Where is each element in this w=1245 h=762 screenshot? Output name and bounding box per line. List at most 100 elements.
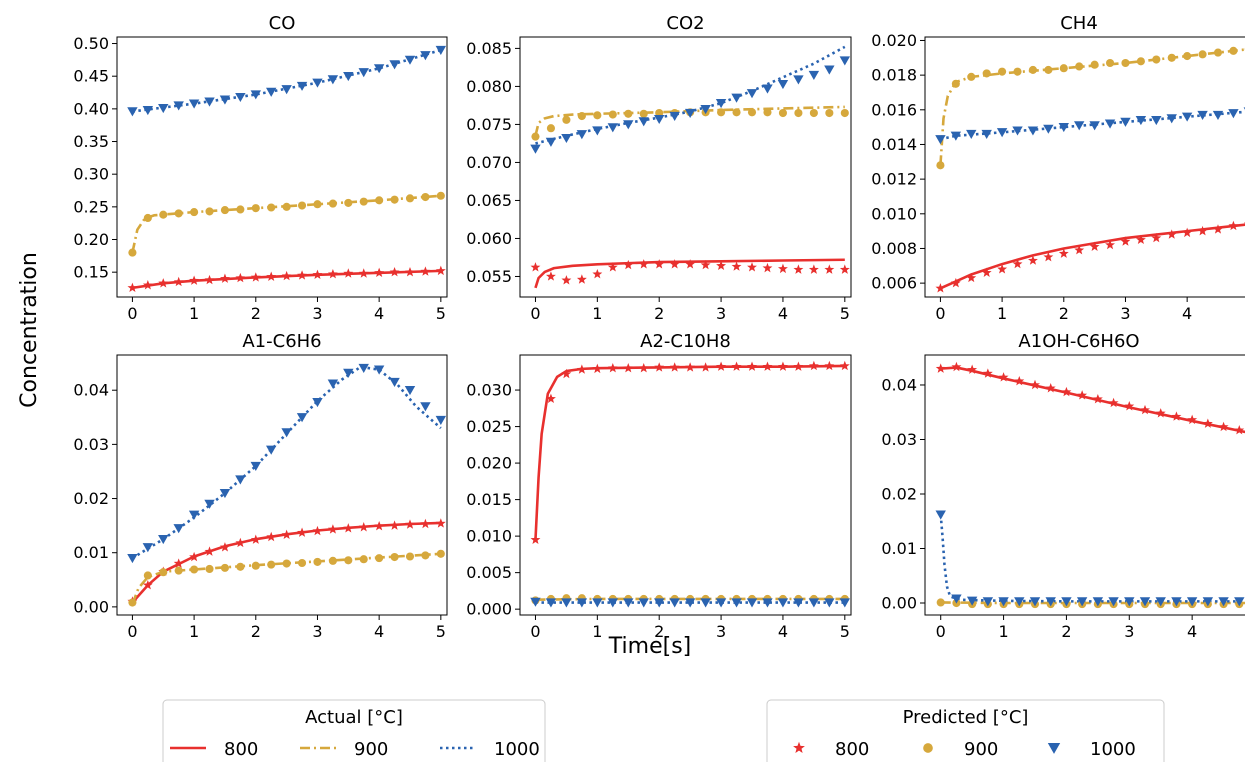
point-predicted-800 <box>808 264 819 274</box>
y-tick-label: 0.50 <box>73 34 109 53</box>
point-predicted-800 <box>1089 241 1100 251</box>
point-predicted-900 <box>359 555 368 564</box>
point-predicted-800 <box>1166 229 1177 239</box>
point-predicted-1000 <box>684 108 696 118</box>
x-tick-label: 4 <box>778 304 788 323</box>
point-predicted-800 <box>561 275 572 285</box>
point-predicted-800 <box>189 551 200 562</box>
point-predicted-900 <box>531 132 540 141</box>
point-predicted-800 <box>716 260 727 271</box>
x-tick-label: 3 <box>716 622 726 641</box>
y-tick-label: 0.016 <box>871 100 917 119</box>
x-tick-label: 0 <box>127 304 137 323</box>
point-predicted-1000 <box>1104 119 1116 129</box>
point-predicted-1000 <box>250 461 261 471</box>
point-predicted-800 <box>389 266 400 277</box>
point-predicted-800 <box>1120 236 1131 246</box>
y-tick-label: 0.00 <box>881 594 917 613</box>
y-tick-label: 0.055 <box>466 267 512 286</box>
point-predicted-1000 <box>839 56 851 66</box>
point-predicted-1000 <box>1061 597 1072 607</box>
point-predicted-900 <box>809 108 818 118</box>
x-tick-label: 1 <box>592 622 602 641</box>
x-tick-label: 1 <box>189 622 199 641</box>
point-predicted-900 <box>251 204 260 213</box>
x-tick-label: 2 <box>251 304 261 323</box>
point-predicted-900 <box>405 552 415 561</box>
point-predicted-1000 <box>777 598 789 608</box>
point-predicted-900 <box>593 111 602 120</box>
point-predicted-900 <box>747 108 757 117</box>
point-predicted-1000 <box>669 111 680 122</box>
y-tick-label: 0.080 <box>466 77 512 96</box>
point-predicted-800 <box>935 283 946 293</box>
point-predicted-900 <box>375 554 384 563</box>
point-predicted-800 <box>654 259 665 269</box>
y-tick-label: 0.010 <box>466 527 512 546</box>
point-predicted-1000 <box>1181 112 1193 122</box>
point-predicted-900 <box>982 69 991 78</box>
x-tick-label: 0 <box>936 622 946 641</box>
point-predicted-1000 <box>638 117 649 127</box>
point-predicted-1000 <box>1076 597 1088 607</box>
point-predicted-1000 <box>404 55 416 65</box>
point-predicted-1000 <box>998 597 1009 607</box>
point-predicted-900 <box>174 566 183 575</box>
point-predicted-900 <box>143 571 152 580</box>
point-predicted-800 <box>266 271 277 281</box>
y-tick-label: 0.35 <box>73 132 109 151</box>
point-predicted-1000 <box>561 598 572 608</box>
point-predicted-1000 <box>950 131 962 141</box>
point-predicted-1000 <box>1092 597 1104 607</box>
point-predicted-1000 <box>1186 597 1198 607</box>
point-predicted-800 <box>1058 248 1069 258</box>
point-predicted-1000 <box>762 598 773 608</box>
x-tick-label: 3 <box>716 304 726 323</box>
y-tick-label: 0.04 <box>73 381 109 400</box>
series-line-actual-800 <box>534 258 845 289</box>
x-tick-label: 0 <box>530 622 540 641</box>
point-predicted-1000 <box>1108 597 1119 607</box>
point-predicted-800 <box>997 264 1008 274</box>
point-predicted-800 <box>312 525 323 536</box>
point-predicted-1000 <box>1171 597 1182 607</box>
point-predicted-1000 <box>1218 597 1229 607</box>
point-predicted-900 <box>967 72 976 81</box>
point-predicted-800 <box>839 360 850 371</box>
point-predicted-900 <box>344 198 353 207</box>
series-line-actual-800 <box>534 364 845 540</box>
point-predicted-800 <box>654 362 665 372</box>
y-tick-label: 0.45 <box>73 67 109 86</box>
point-predicted-1000 <box>127 107 138 117</box>
point-predicted-900 <box>624 109 633 118</box>
x-tick-label: 1 <box>592 304 602 323</box>
point-predicted-900 <box>143 213 152 223</box>
point-predicted-800 <box>343 523 354 533</box>
point-predicted-1000 <box>1202 597 1214 607</box>
point-predicted-900 <box>267 560 276 569</box>
point-predicted-800 <box>1077 390 1088 400</box>
point-predicted-1000 <box>1151 116 1162 126</box>
point-predicted-900 <box>128 248 137 257</box>
y-tick-label: 0.085 <box>466 39 512 58</box>
point-predicted-900 <box>190 565 199 574</box>
plot-area-co <box>127 45 447 293</box>
point-predicted-1000 <box>435 415 447 425</box>
x-tick-label: 3 <box>312 304 322 323</box>
point-predicted-800 <box>127 282 138 293</box>
point-predicted-800 <box>731 261 742 271</box>
point-predicted-1000 <box>204 97 215 107</box>
x-tick-label: 4 <box>1182 304 1192 323</box>
point-predicted-800 <box>950 277 961 288</box>
point-predicted-800 <box>297 527 307 537</box>
point-predicted-800 <box>747 262 757 272</box>
plot-area-a2-c10h8 <box>530 360 851 608</box>
point-predicted-1000 <box>1058 122 1069 133</box>
point-predicted-1000 <box>1043 124 1054 134</box>
point-predicted-1000 <box>327 75 339 85</box>
y-tick-label: 0.030 <box>466 381 512 400</box>
y-tick-label: 0.010 <box>871 204 917 223</box>
point-predicted-1000 <box>420 402 431 412</box>
point-predicted-1000 <box>343 368 354 378</box>
point-predicted-1000 <box>266 445 277 455</box>
